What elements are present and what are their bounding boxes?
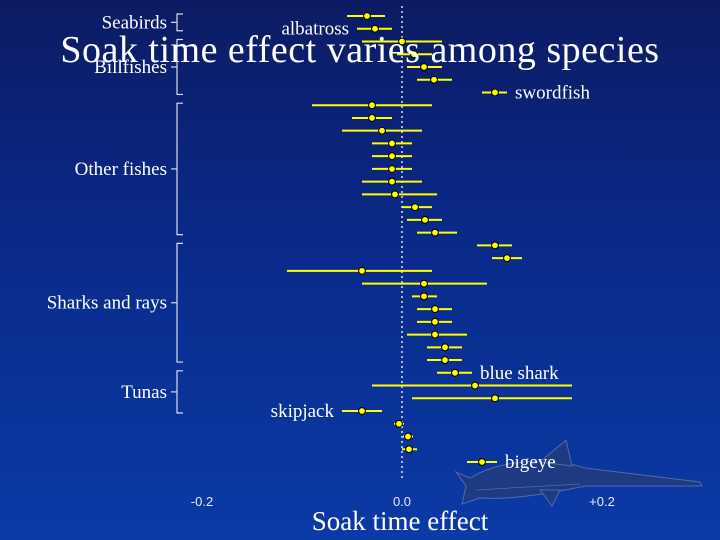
estimate-point — [431, 305, 439, 313]
estimate-point — [420, 63, 428, 71]
group-label: Tunas — [121, 382, 167, 403]
estimate-row — [342, 126, 422, 135]
estimate-point — [411, 203, 419, 212]
estimate-point — [420, 292, 428, 301]
estimate-row — [417, 317, 452, 326]
estimate-point — [358, 407, 366, 415]
group-bracket — [176, 370, 183, 414]
estimate-row — [362, 279, 487, 288]
estimate-row — [402, 203, 432, 212]
estimate-row — [403, 432, 413, 441]
estimate-point — [398, 37, 406, 46]
estimate-row — [427, 356, 462, 364]
estimate-point — [388, 152, 396, 161]
estimate-row — [372, 165, 412, 173]
estimate-point — [378, 126, 386, 135]
estimate-point — [391, 190, 399, 199]
group-label: Sharks and rays — [47, 293, 167, 314]
estimate-point — [410, 50, 418, 59]
estimate-row: swordfish — [482, 82, 590, 103]
estimate-row — [394, 419, 404, 428]
estimate-row — [417, 75, 452, 84]
estimate-point — [358, 266, 366, 275]
x-tick-label: 0.0 — [393, 494, 411, 509]
estimate-row — [492, 254, 522, 263]
group-label: Other fishes — [75, 159, 167, 180]
estimate-point — [405, 445, 413, 454]
estimate-row — [412, 394, 572, 403]
estimate-row — [417, 228, 457, 237]
estimate-row — [427, 343, 462, 352]
estimate-row — [312, 101, 432, 110]
species-label: bigeye — [505, 452, 556, 473]
estimate-row — [412, 292, 437, 301]
estimate-row — [347, 12, 385, 20]
estimate-row — [362, 37, 442, 46]
estimate-row — [372, 152, 412, 161]
species-label: blue shark — [480, 363, 559, 384]
estimate-row — [402, 445, 417, 454]
estimate-point — [431, 228, 439, 237]
estimate-point — [368, 101, 376, 110]
estimate-point — [441, 356, 449, 364]
estimate-point — [478, 458, 486, 466]
estimate-point — [395, 419, 403, 428]
estimate-row: skipjack — [271, 401, 382, 422]
estimate-point — [491, 88, 499, 97]
group-bracket — [176, 242, 183, 363]
species-label: skipjack — [271, 401, 335, 422]
estimate-row — [407, 215, 442, 224]
estimate-point — [431, 317, 439, 326]
estimate-point — [491, 394, 499, 403]
estimate-row: albatross — [281, 19, 392, 40]
estimate-row — [372, 139, 412, 148]
estimate-point — [368, 114, 376, 122]
estimate-point — [431, 330, 439, 339]
estimate-point — [421, 215, 429, 224]
estimate-point — [388, 165, 396, 173]
species-label: swordfish — [515, 82, 590, 103]
estimate-point — [404, 432, 412, 441]
estimate-row: bigeye — [467, 452, 556, 473]
group-label: Seabirds — [102, 12, 167, 33]
estimate-point — [430, 75, 438, 84]
swordfish-icon — [454, 439, 703, 507]
x-tick-label: +0.2 — [589, 494, 615, 509]
group-label: Billfishes — [94, 57, 167, 78]
estimate-point — [503, 254, 511, 263]
x-axis-title: Soak time effect — [311, 506, 489, 536]
estimate-point — [420, 279, 428, 288]
estimate-row — [407, 63, 442, 71]
estimate-point — [388, 177, 396, 186]
estimate-row — [352, 114, 392, 122]
estimate-row — [362, 177, 422, 186]
estimate-row — [417, 305, 452, 313]
slide-title: Soak time effect varies among species — [60, 29, 660, 71]
estimate-point — [371, 24, 379, 33]
estimate-row — [477, 241, 512, 250]
estimate-point — [471, 381, 479, 390]
estimate-point — [451, 368, 459, 377]
estimate-point — [441, 343, 449, 352]
species-label: albatross — [281, 19, 349, 40]
estimate-row — [287, 266, 432, 275]
estimate-row — [362, 190, 437, 199]
estimate-row: blue shark — [437, 363, 559, 384]
estimate-row — [407, 330, 467, 339]
x-tick-label: -0.2 — [191, 494, 213, 509]
estimate-point — [363, 12, 371, 20]
estimate-row — [372, 381, 572, 390]
estimate-point — [388, 139, 396, 148]
estimate-point — [491, 241, 499, 250]
group-bracket — [176, 102, 183, 236]
estimate-row — [397, 50, 432, 59]
